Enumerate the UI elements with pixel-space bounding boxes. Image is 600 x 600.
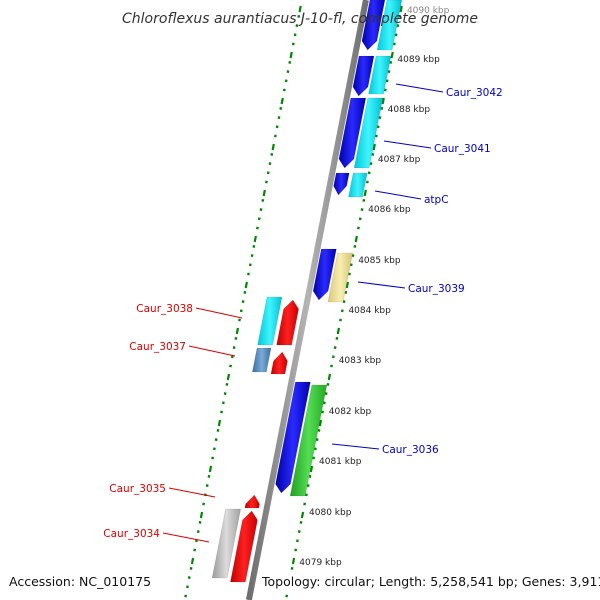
gene-label-leader [188, 345, 236, 357]
gene-label[interactable]: Caur_3035 [109, 483, 166, 495]
genome-backbone [245, 0, 369, 600]
gene-label-leader [374, 190, 422, 200]
kbp-tick-label: 4087 kbp [378, 155, 421, 165]
ruler-dot [235, 327, 240, 335]
gene-caur3035-red [244, 494, 260, 509]
gene-atpc-cyan [348, 172, 368, 198]
kbp-tick-label: 4086 kbp [368, 205, 411, 215]
gene-label-leader [168, 487, 216, 498]
kbp-tick-label: 4080 kbp [309, 508, 352, 518]
ruler-left [184, 5, 302, 598]
kbp-tick-label: 4088 kbp [388, 105, 431, 115]
gene-label-leader [195, 307, 243, 319]
ruler-dot [262, 189, 266, 197]
ruler-dot [280, 97, 284, 105]
gene-caur3041-blue [338, 97, 367, 169]
gene-caur3034-gray [211, 508, 242, 579]
kbp-tick-label: 4090 kbp [407, 6, 450, 16]
kbp-tick-label: 4081 kbp [319, 457, 362, 467]
ruler-dot [345, 281, 349, 289]
gene-caur3036-blue [275, 381, 311, 494]
ruler-dot [298, 5, 302, 13]
gene-4090-blue [361, 0, 386, 51]
ruler-dot [199, 511, 204, 519]
ruler-dot [300, 511, 305, 519]
ruler-dot [399, 5, 403, 13]
kbp-tick-label: 4085 kbp [358, 256, 401, 266]
kbp-tick-label: 4082 kbp [329, 407, 372, 417]
gene-caur3041-cyan [353, 97, 384, 169]
gene-features [211, 0, 403, 583]
ruler-dot [354, 235, 358, 243]
footer-left-bg [0, 570, 150, 592]
ruler-dot [309, 465, 314, 473]
gene-caur3037-steel [251, 347, 272, 373]
gene-label-leader [395, 83, 444, 93]
gene-caur3042-blue [352, 55, 375, 97]
gene-label[interactable]: Caur_3036 [382, 444, 439, 456]
ruler-dot [372, 143, 376, 151]
kbp-tick-label: 4079 kbp [299, 558, 342, 568]
ruler-dot [208, 465, 213, 473]
gene-label[interactable]: Caur_3039 [408, 283, 465, 295]
gene-label[interactable]: Caur_3037 [129, 341, 186, 353]
ruler-dot [226, 373, 231, 381]
gene-caur3036-green [289, 384, 328, 497]
ruler-dot [327, 373, 332, 381]
gene-label[interactable]: atpC [424, 194, 449, 206]
ruler-dot [190, 557, 195, 565]
gene-caur3039-yellow [327, 252, 353, 303]
gene-caur3038-cyan [257, 296, 283, 346]
ruler-dot [381, 97, 385, 105]
gene-4090-cyan [376, 0, 403, 51]
ruler-dot [289, 51, 293, 59]
gene-label[interactable]: Caur_3038 [136, 303, 193, 315]
gene-caur3042-cyan [368, 55, 392, 95]
map-title: Chloroflexus aurantiacus J-10-fl, comple… [122, 11, 478, 27]
gene-label-leader [162, 532, 210, 543]
kbp-tick-label: 4083 kbp [339, 356, 382, 366]
gene-labels: Caur_3042 Caur_3041 atpC Caur_3039 Caur_3038… [103, 83, 503, 543]
accession-text: Accession: NC_010175 [9, 574, 151, 589]
ruler-dots [184, 5, 403, 598]
gene-caur3034-red [230, 510, 258, 583]
backbone-line [245, 0, 369, 600]
ruler-dot [318, 419, 323, 427]
ruler-dot [271, 143, 275, 151]
gene-label-leader [357, 281, 406, 289]
gene-label[interactable]: Caur_3034 [103, 528, 160, 540]
gene-atpc-blue [333, 172, 350, 196]
gene-caur3037-red [270, 351, 288, 375]
ruler-dot [363, 189, 367, 197]
ruler-dot [253, 235, 257, 243]
gene-label[interactable]: Caur_3041 [434, 143, 491, 155]
ruler-dot [217, 419, 222, 427]
kbp-tick-label: 4089 kbp [397, 55, 440, 65]
kbp-tick-label: 4084 kbp [348, 306, 391, 316]
topology-text: Topology: circular; Length: 5,258,541 bp… [261, 574, 600, 589]
ruler-dot [390, 51, 394, 59]
kbp-scale: 4090 kbp 4089 kbp 4088 kbp 4087 kbp 4086 kbp… [299, 6, 449, 568]
gene-caur3038-red [276, 299, 299, 346]
gene-label[interactable]: Caur_3042 [446, 87, 503, 99]
ruler-dot [336, 327, 341, 335]
ruler-dot [291, 557, 296, 565]
gene-label-leader [331, 443, 380, 450]
ruler-right [285, 5, 403, 598]
gene-label-leader [383, 140, 432, 149]
ruler-dot [244, 281, 248, 289]
footer-right-bg [258, 570, 600, 592]
gene-caur3039-blue [312, 248, 337, 301]
